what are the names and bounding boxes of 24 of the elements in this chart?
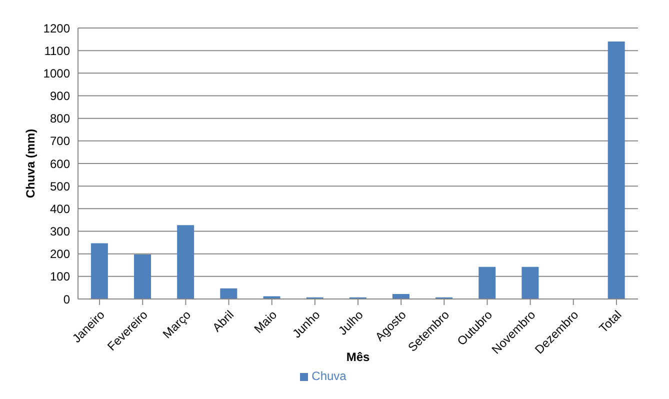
y-tick-label: 800	[50, 112, 70, 126]
y-tick-label: 0	[63, 292, 70, 306]
bar	[522, 266, 539, 299]
bar	[177, 225, 194, 299]
y-tick-label: 600	[50, 156, 70, 171]
y-tick-label: 200	[50, 247, 70, 262]
y-tick-label: 900	[50, 89, 70, 104]
legend-label: Chuva	[312, 369, 346, 383]
y-tick-label: 100	[50, 270, 70, 284]
bar	[134, 254, 151, 299]
bar	[220, 288, 238, 299]
y-axis-title: Chuva (mm)	[23, 128, 38, 198]
y-tick-label: 400	[50, 202, 70, 216]
y-tick-label: 500	[50, 179, 70, 194]
bar	[608, 42, 625, 299]
y-tick-label: 1000	[43, 66, 70, 80]
bar	[90, 243, 108, 299]
y-tick-label: 1100	[44, 44, 70, 58]
y-tick-label: 300	[50, 224, 70, 239]
bar	[392, 294, 410, 299]
bar	[478, 266, 496, 299]
x-axis-title: Mês	[346, 350, 370, 364]
y-tick-label: 1200	[43, 21, 70, 36]
y-tick-label: 700	[50, 134, 70, 148]
